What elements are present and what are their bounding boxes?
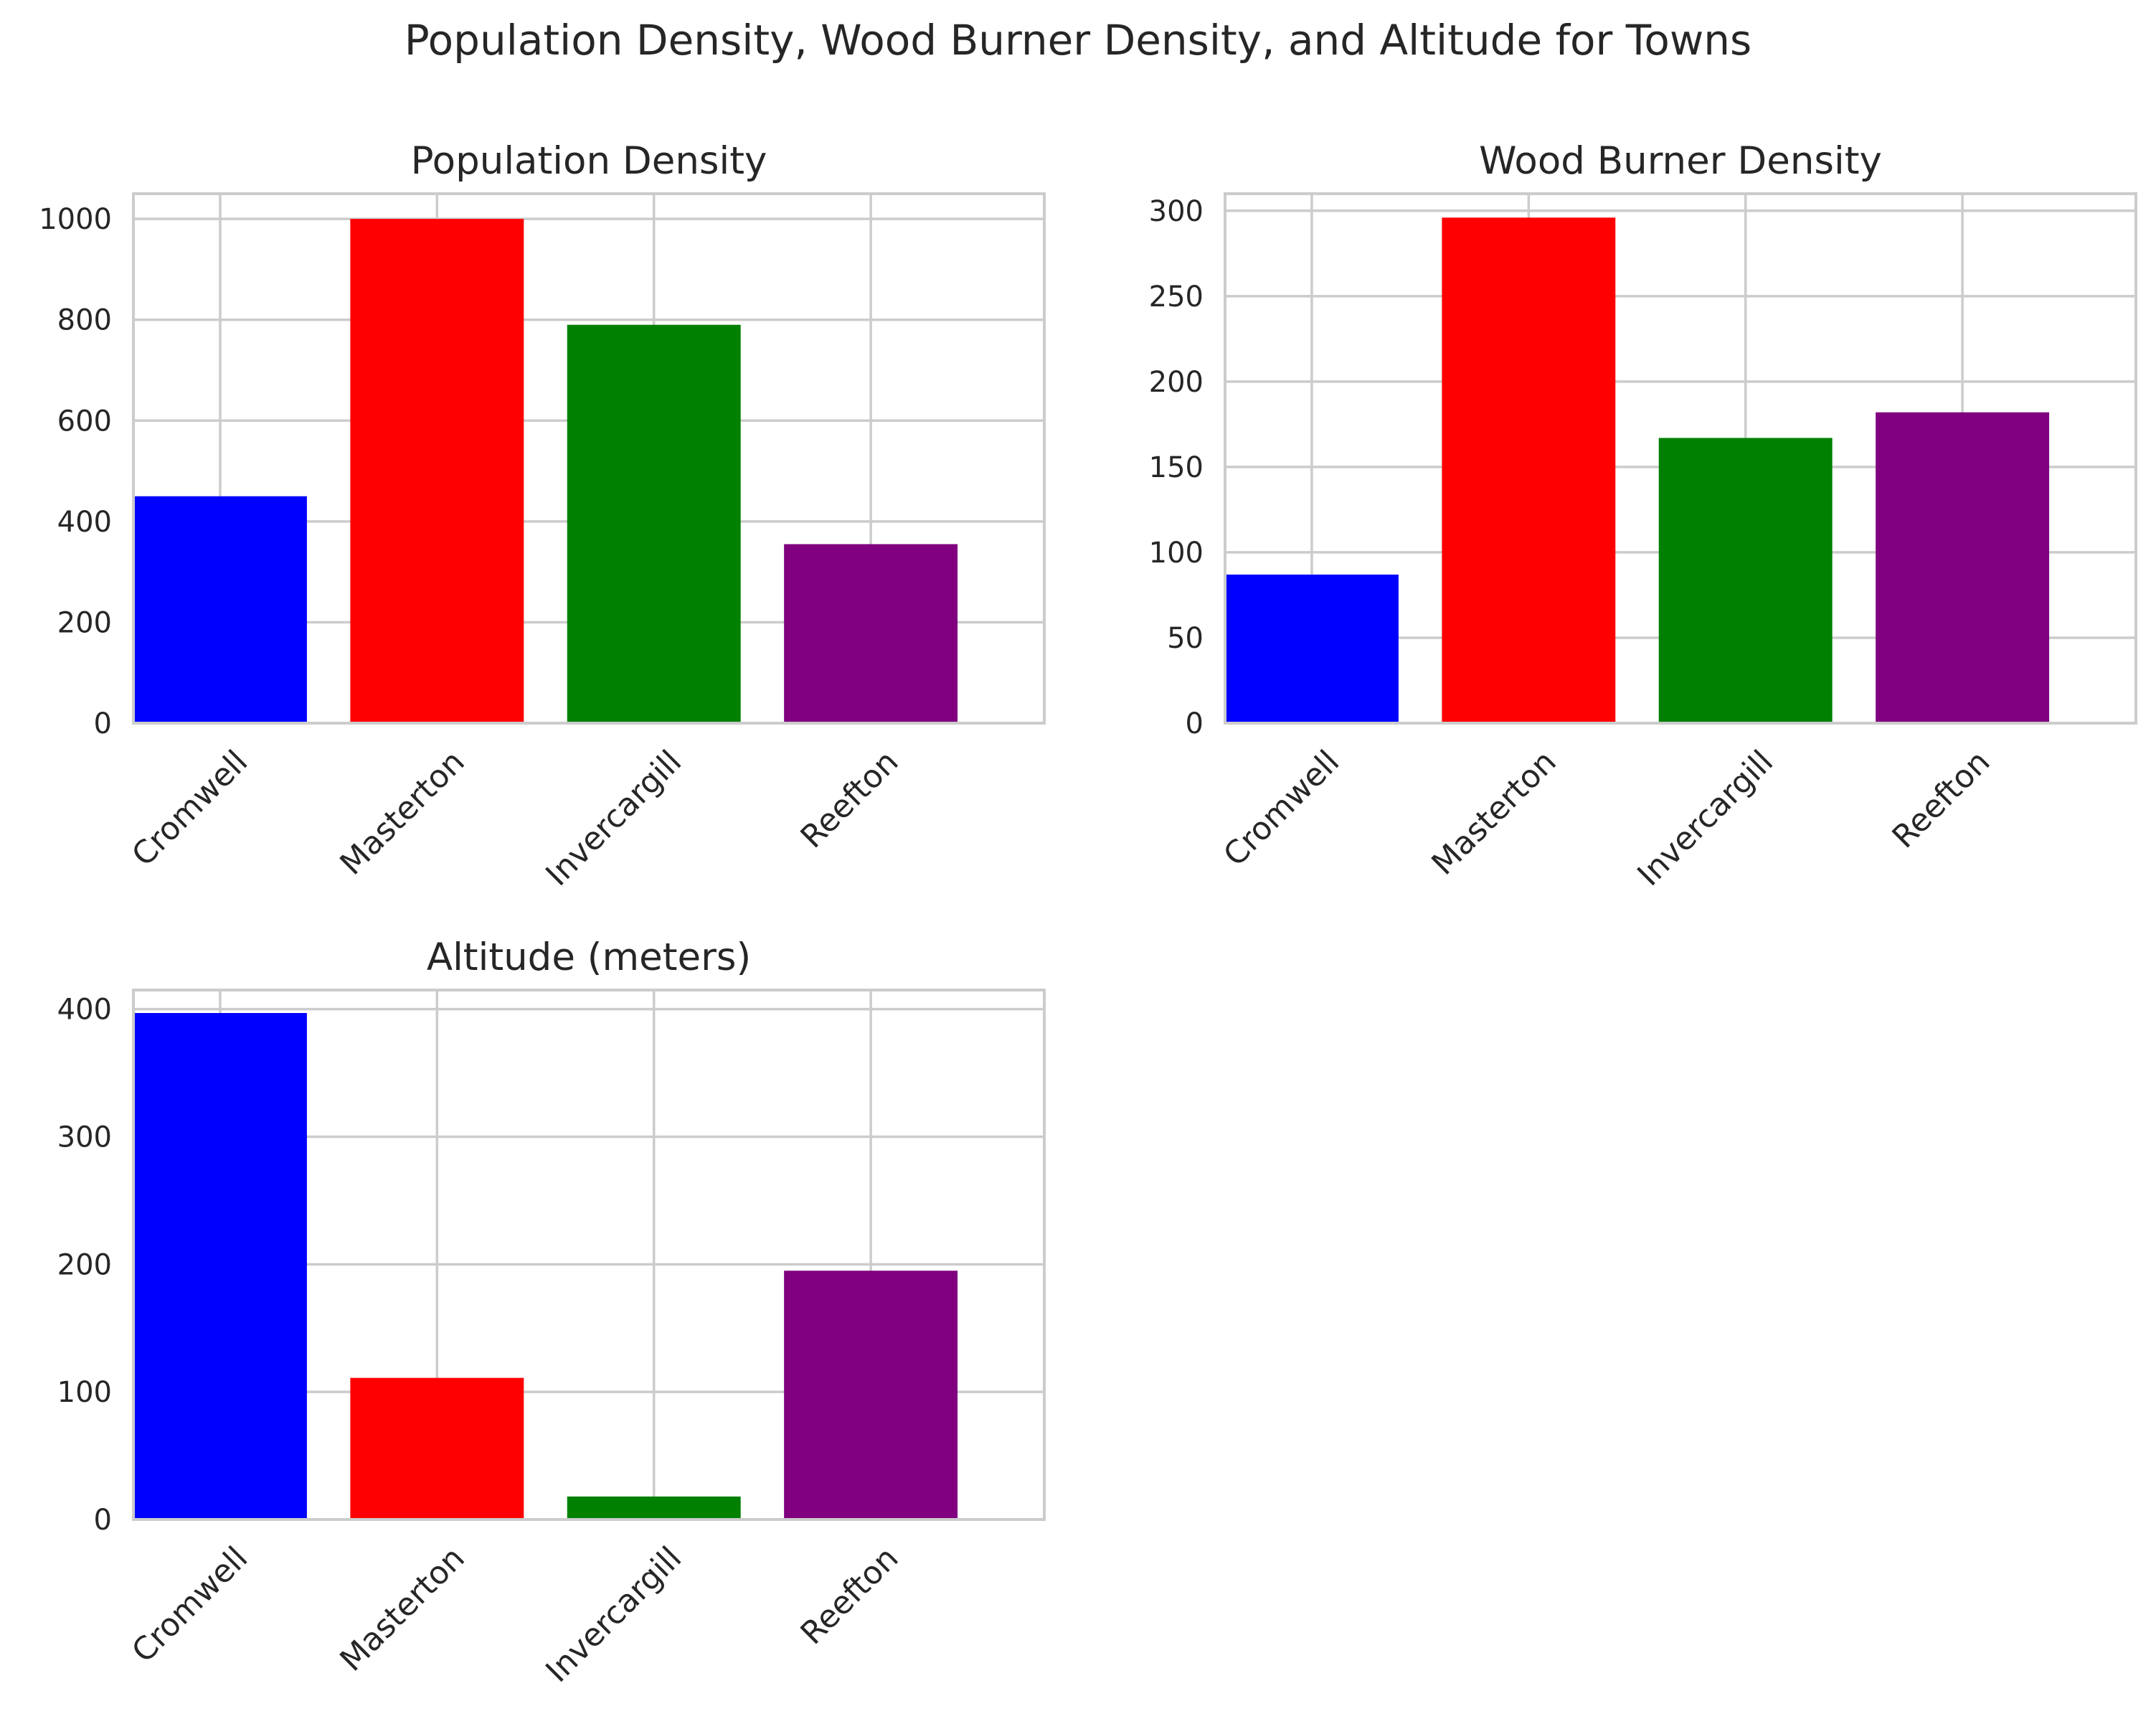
y-tick-label: 0 bbox=[94, 707, 112, 740]
y-tick-label: 0 bbox=[1186, 707, 1204, 740]
x-tick-label: Masterton bbox=[333, 743, 471, 882]
y-tick-label: 150 bbox=[1149, 451, 1204, 484]
bar-invercargill bbox=[567, 324, 741, 723]
bar-masterton bbox=[350, 219, 524, 724]
panel-title: Wood Burner Density bbox=[1479, 139, 1882, 183]
y-tick-label: 100 bbox=[57, 1376, 112, 1409]
bar-reefton bbox=[784, 544, 958, 723]
y-tick-label: 300 bbox=[1149, 195, 1204, 228]
plot-frame bbox=[132, 192, 1046, 725]
bar-cromwell bbox=[133, 1013, 307, 1519]
y-tick-label: 200 bbox=[57, 606, 112, 639]
y-tick-label: 200 bbox=[1149, 366, 1204, 399]
plot-frame bbox=[1224, 192, 2137, 725]
y-tick-label: 250 bbox=[1149, 281, 1204, 314]
bar-invercargill bbox=[567, 1496, 741, 1519]
x-tick-label: Cromwell bbox=[125, 1540, 255, 1669]
bar-masterton bbox=[350, 1377, 524, 1519]
plot-frame bbox=[132, 989, 1046, 1521]
bar-cromwell bbox=[133, 496, 307, 723]
y-tick-label: 50 bbox=[1167, 622, 1204, 655]
chart-panel: 0 50 100 150 200 250 300 Cromwell Masterton Inver… bbox=[1149, 139, 2137, 893]
y-tick-label: 0 bbox=[94, 1504, 112, 1537]
panel-title: Altitude (meters) bbox=[427, 936, 751, 979]
figure-title: Population Density, Wood Burner Density,… bbox=[405, 16, 1752, 65]
bar-invercargill bbox=[1658, 438, 1833, 723]
y-tick-label: 1000 bbox=[39, 203, 112, 236]
y-tick-label: 600 bbox=[57, 405, 112, 438]
x-tick-label: Cromwell bbox=[125, 743, 255, 873]
bar-cromwell bbox=[1225, 574, 1399, 723]
x-tick-label: Invercargill bbox=[1630, 743, 1780, 893]
x-tick-label: Invercargill bbox=[539, 743, 689, 893]
x-tick-label: Cromwell bbox=[1216, 743, 1346, 873]
x-tick-label: Reefton bbox=[794, 1540, 906, 1651]
y-tick-label: 400 bbox=[57, 994, 112, 1027]
y-tick-label: 300 bbox=[57, 1121, 112, 1154]
y-tick-label: 200 bbox=[57, 1248, 112, 1281]
x-tick-label: Reefton bbox=[1886, 743, 1997, 855]
y-tick-label: 400 bbox=[57, 506, 112, 539]
chart-panel: 0 100 200 300 400 Cromwell Masterton Invercargi… bbox=[57, 936, 1046, 1690]
y-tick-label: 800 bbox=[57, 304, 112, 337]
chart-panel: 0 200 400 600 800 1000 Cromwell Masterton Inverc… bbox=[39, 139, 1046, 893]
y-tick-label: 100 bbox=[1149, 537, 1204, 570]
bar-reefton bbox=[1876, 412, 2050, 723]
x-tick-label: Masterton bbox=[333, 1540, 471, 1678]
x-tick-label: Reefton bbox=[794, 743, 906, 855]
panel-title: Population Density bbox=[411, 139, 767, 183]
x-tick-label: Invercargill bbox=[539, 1540, 689, 1690]
x-tick-label: Masterton bbox=[1424, 743, 1563, 882]
bar-masterton bbox=[1442, 217, 1616, 723]
bar-reefton bbox=[784, 1271, 958, 1519]
